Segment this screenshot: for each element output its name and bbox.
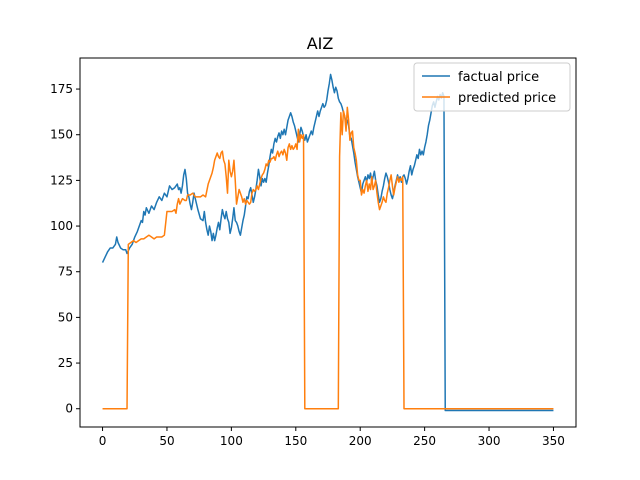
y-tick-label: 150 (50, 128, 73, 142)
y-tick-label: 75 (58, 265, 73, 279)
x-tick-label: 200 (349, 434, 372, 448)
x-tick-label: 250 (413, 434, 436, 448)
x-tick-label: 350 (542, 434, 565, 448)
y-tick-label: 175 (50, 82, 73, 96)
x-tick-label: 0 (99, 434, 107, 448)
plot-frame (79, 57, 577, 428)
legend: factual price predicted price (413, 62, 571, 112)
y-axis: 0 25 50 75 100 125 150 175 (50, 82, 80, 416)
y-tick-label: 0 (65, 402, 73, 416)
y-tick-label: 125 (50, 173, 73, 187)
x-tick-label: 300 (478, 434, 501, 448)
x-tick-label: 100 (220, 434, 243, 448)
y-tick-label: 100 (50, 219, 73, 233)
series-layer (101, 73, 554, 412)
chart-title: AIZ (307, 34, 334, 53)
legend-label: predicted price (458, 91, 556, 106)
x-tick-label: 50 (159, 434, 174, 448)
x-axis: 0 50 100 150 200 250 300 350 (99, 427, 565, 448)
y-tick-label: 50 (58, 310, 73, 324)
series-line-predicted-price (102, 106, 554, 410)
legend-label: factual price (458, 70, 539, 85)
x-tick-label: 150 (284, 434, 307, 448)
legend-box (413, 62, 571, 112)
y-tick-label: 25 (58, 356, 73, 370)
